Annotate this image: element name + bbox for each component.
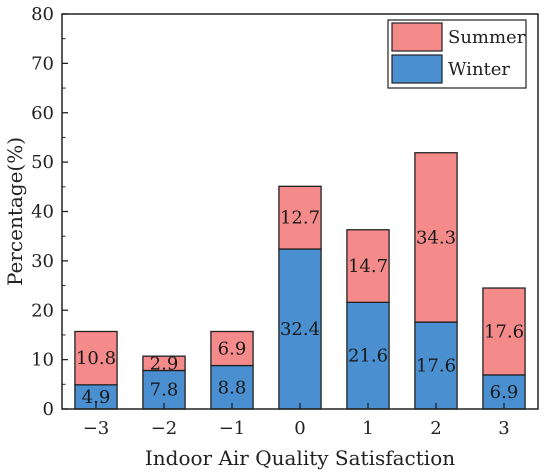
legend-label-summer: Summer xyxy=(448,27,526,48)
bar-summer-2 xyxy=(210,330,254,367)
y-tick-label: 60 xyxy=(31,103,54,124)
bar-summer-5 xyxy=(414,152,458,323)
data-label-summer-1: 2.9 xyxy=(150,353,179,374)
legend: Summer Winter xyxy=(387,19,527,89)
x-tick-label: 2 xyxy=(430,418,441,439)
bar-summer-1 xyxy=(142,355,186,372)
x-tick-label: 1 xyxy=(362,418,373,439)
data-label-summer-3: 12.7 xyxy=(280,208,320,229)
x-tick-label: −2 xyxy=(151,418,178,439)
y-tick-label: 10 xyxy=(31,350,54,371)
x-axis-title: Indoor Air Quality Satisfaction xyxy=(145,446,455,470)
data-label-winter-6: 6.9 xyxy=(490,382,519,403)
y-tick-label: 40 xyxy=(31,202,54,223)
data-label-summer-5: 34.3 xyxy=(416,227,456,248)
data-label-winter-3: 32.4 xyxy=(280,319,320,340)
y-tick-label: 20 xyxy=(31,300,54,321)
bar-summer-0 xyxy=(74,330,118,386)
legend-swatch-summer xyxy=(391,22,443,52)
data-label-winter-5: 17.6 xyxy=(416,356,456,377)
y-axis-title: Percentage(%) xyxy=(3,137,27,286)
x-tick-label: −3 xyxy=(83,418,110,439)
bar-winter-4 xyxy=(346,301,390,410)
x-tick-label: −1 xyxy=(219,418,246,439)
legend-label-winter: Winter xyxy=(448,59,510,80)
x-tick-label: 3 xyxy=(498,418,509,439)
data-label-summer-6: 17.6 xyxy=(484,321,524,342)
data-label-summer-2: 6.9 xyxy=(218,339,247,360)
y-tick-label: 80 xyxy=(31,4,54,25)
x-tick-label: 0 xyxy=(294,418,305,439)
data-label-summer-0: 10.8 xyxy=(76,348,116,369)
bar-summer-6 xyxy=(482,287,526,376)
data-label-winter-0: 4.9 xyxy=(82,387,111,408)
bar-summer-3 xyxy=(278,185,322,250)
data-label-winter-1: 7.8 xyxy=(150,380,179,401)
y-tick-label: 50 xyxy=(31,152,54,173)
data-label-summer-4: 14.7 xyxy=(348,256,388,277)
bar-summer-4 xyxy=(346,229,390,304)
y-tick-label: 30 xyxy=(31,251,54,272)
y-tick-label: 0 xyxy=(43,399,54,420)
data-label-winter-2: 8.8 xyxy=(218,377,247,398)
legend-swatch-winter xyxy=(391,54,443,84)
x-axis: −3 −2 −1 0 1 2 3 xyxy=(83,403,510,439)
data-label-winter-4: 21.6 xyxy=(348,346,388,367)
y-axis: 0 10 20 30 40 50 60 70 80 xyxy=(31,4,68,420)
data-labels-layer: 4.9 10.8 7.8 2.9 8.8 6.9 32.4 12.7 21.6 14.7 17.6 3… xyxy=(76,208,524,408)
bars-layer xyxy=(74,152,526,410)
y-tick-label: 70 xyxy=(31,53,54,74)
